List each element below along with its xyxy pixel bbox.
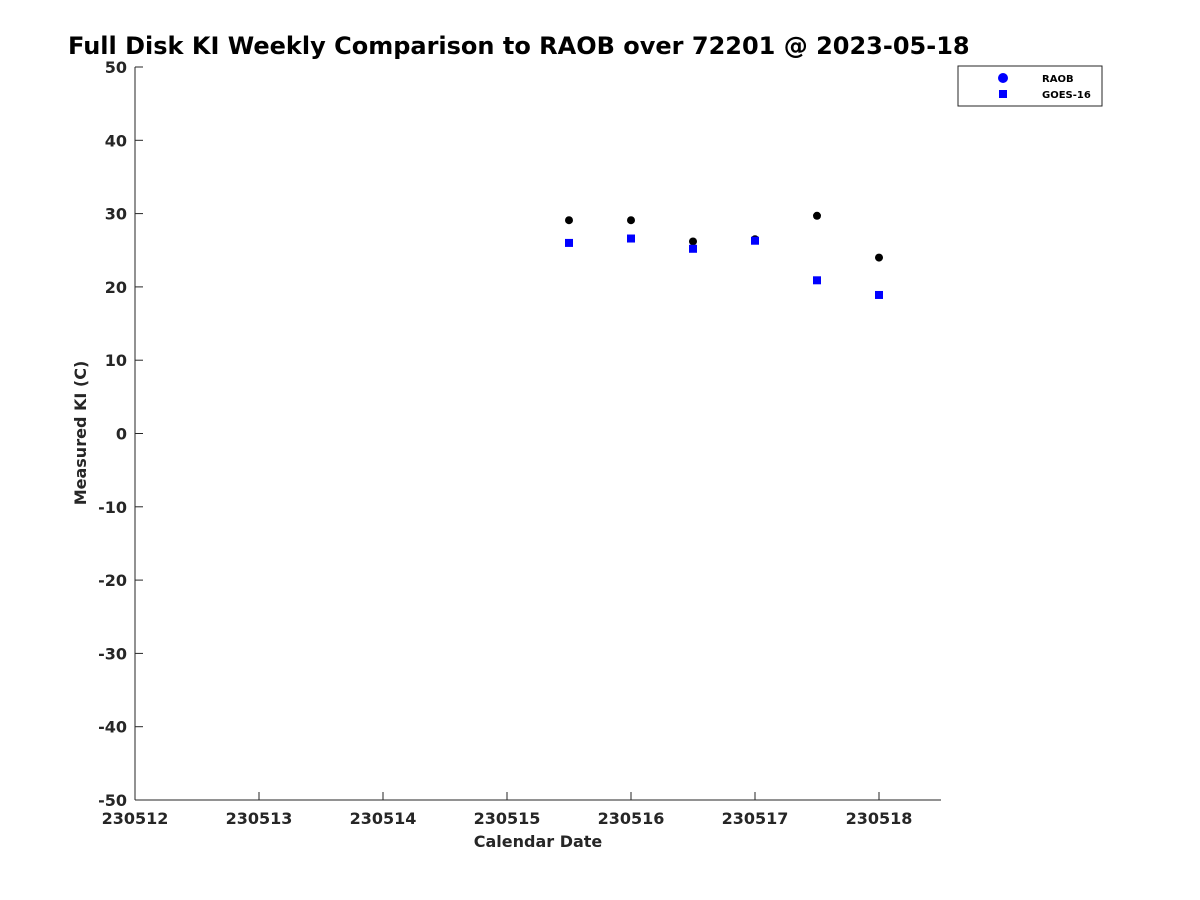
data-point-raob — [627, 216, 635, 225]
y-tick-label: 50 — [105, 58, 127, 77]
legend-marker-raob — [998, 73, 1008, 83]
data-point-goes16 — [813, 276, 821, 285]
x-tick-label: 230515 — [474, 809, 541, 828]
x-tick-label: 230512 — [102, 809, 169, 828]
y-tick-label: -10 — [98, 498, 127, 517]
y-tick-label: 0 — [116, 425, 127, 444]
data-point-raob — [875, 253, 883, 262]
data-point-raob — [689, 237, 697, 246]
y-tick-label: 10 — [105, 351, 127, 370]
x-tick-label: 230516 — [598, 809, 665, 828]
data-point-goes16 — [627, 234, 635, 243]
y-tick-label: 30 — [105, 205, 127, 224]
data-point-goes16 — [875, 290, 883, 299]
x-tick-label: 230514 — [350, 809, 417, 828]
x-axis-label: Calendar Date — [474, 832, 603, 851]
x-tick-label: 230513 — [226, 809, 293, 828]
x-tick-label: 230518 — [846, 809, 913, 828]
legend-label-goes16: GOES-16 — [1042, 90, 1091, 101]
y-tick-label: 40 — [105, 131, 127, 150]
x-tick-label: 230517 — [722, 809, 789, 828]
y-tick-label: -20 — [98, 571, 127, 590]
legend-box — [957, 65, 1103, 107]
data-series — [565, 211, 883, 299]
legend-label-raob: RAOB — [1042, 74, 1074, 85]
x-axis-ticks: 230512 230513 230514 230515 230516 230517 2305… — [102, 792, 913, 828]
data-point-goes16 — [689, 244, 697, 253]
data-point-raob — [813, 211, 821, 220]
y-tick-label: -40 — [98, 718, 127, 737]
y-tick-label: 20 — [105, 278, 127, 297]
y-tick-label: -30 — [98, 644, 127, 663]
legend: RAOB GOES-16 — [957, 65, 1103, 107]
data-point-raob — [565, 216, 573, 225]
y-axis-label: Measured KI (C) — [71, 361, 90, 506]
legend-marker-goes16 — [999, 90, 1007, 98]
chart-title: Full Disk KI Weekly Comparison to RAOB o… — [68, 32, 970, 60]
data-point-goes16 — [565, 238, 573, 247]
y-axis-ticks: 50 40 30 20 10 0 -10 -20 -30 -40 -50 — [98, 58, 143, 810]
y-tick-label: -50 — [98, 791, 127, 810]
data-point-goes16 — [751, 236, 759, 245]
